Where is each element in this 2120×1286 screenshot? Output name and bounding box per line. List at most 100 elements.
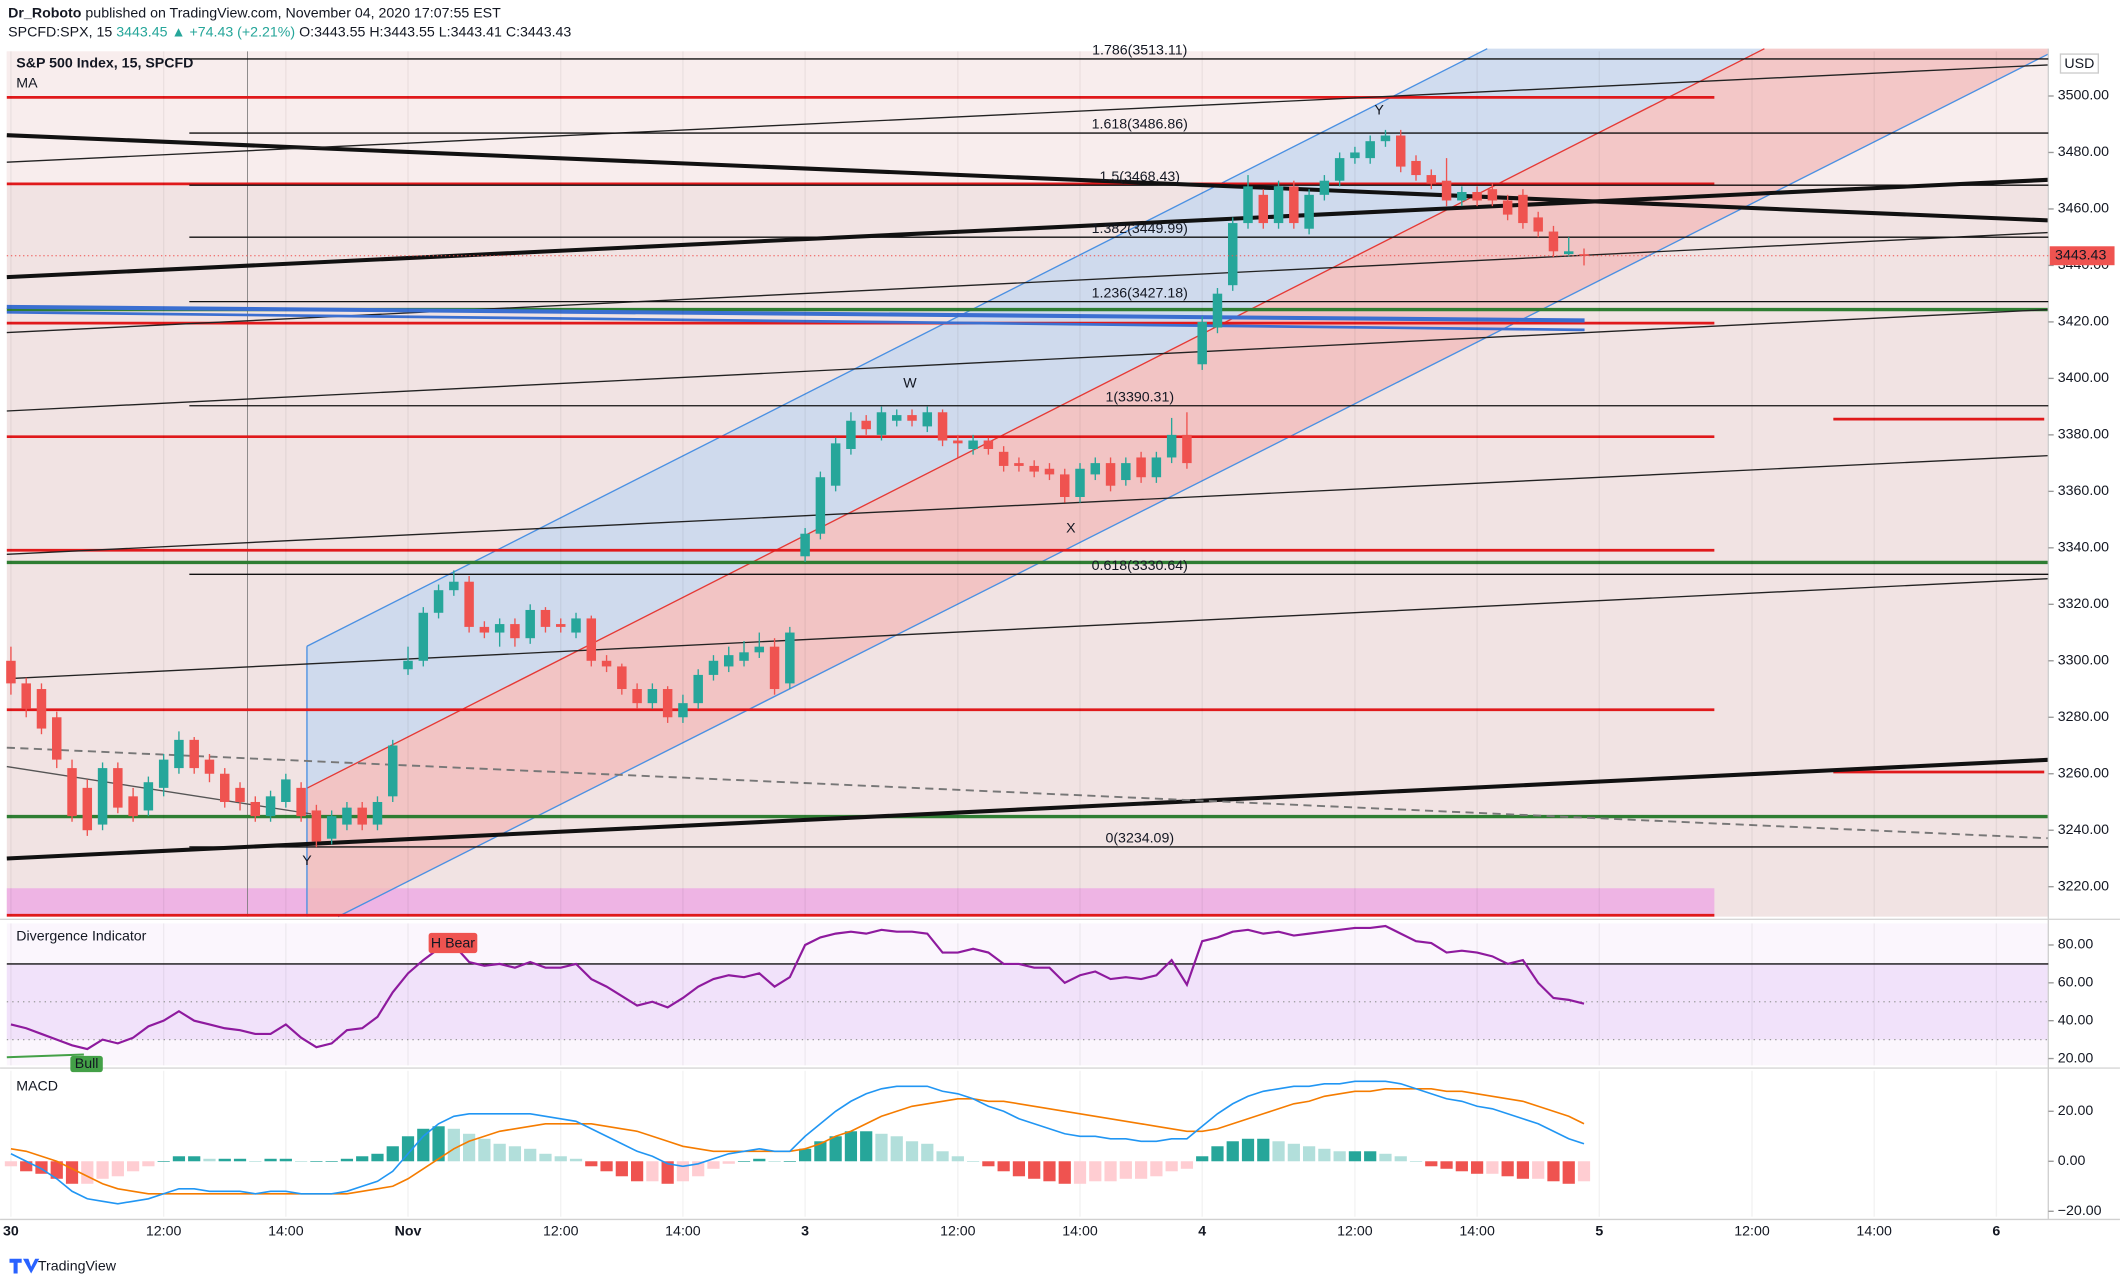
y-tick-label: 80.00 — [2058, 937, 2094, 953]
candle-body — [1365, 141, 1375, 159]
histogram-bar — [1562, 1161, 1575, 1184]
candle-body — [52, 717, 62, 760]
candle-body — [281, 779, 291, 802]
histogram-bar — [1211, 1146, 1224, 1162]
histogram-bar — [1394, 1156, 1407, 1162]
footer-bg — [0, 1250, 2120, 1286]
chart-title: S&P 500 Index, 15, SPCFD — [16, 55, 193, 71]
author: Dr_Roboto — [8, 5, 82, 21]
candle-body — [830, 443, 841, 486]
marks: 30 12:00 14:00 Nov 12:00 14:00 3 12:00 14:00 4 12:… — [3, 43, 2115, 1239]
y-tick-label: 3360.00 — [2058, 483, 2109, 499]
fib-label: 1.236(3427.18) — [1092, 285, 1188, 301]
candle-body — [922, 412, 933, 427]
y-tick-label: 3480.00 — [2058, 144, 2109, 160]
histogram-bar — [111, 1161, 124, 1177]
histogram-bar — [157, 1161, 170, 1162]
histogram-bar — [142, 1161, 155, 1167]
signal-badge — [428, 932, 478, 954]
candle-body — [708, 660, 719, 675]
trendline — [6, 757, 2049, 861]
wave-label: Y — [302, 853, 312, 869]
x-tick-label: Nov — [395, 1223, 422, 1239]
candle-body — [1502, 200, 1513, 215]
histogram-bar — [1241, 1138, 1255, 1162]
trendline — [6, 308, 2049, 412]
histogram-bar — [661, 1161, 674, 1184]
footer-brand: TradingView — [38, 1259, 117, 1275]
candle-body — [1426, 175, 1437, 184]
candle-body — [143, 782, 154, 811]
histogram-bar — [340, 1158, 354, 1162]
fib-label: 0(3234.09) — [1105, 831, 1174, 847]
histogram-bar — [814, 1141, 827, 1162]
chart-subtitle: MA — [16, 76, 38, 92]
change: ▲ +74.43 (+2.21%) — [171, 24, 295, 40]
channel-line — [306, 48, 1488, 647]
candle-body — [1441, 180, 1452, 201]
candle-body — [800, 533, 810, 557]
y-tick-label: 3460.00 — [2058, 201, 2109, 217]
y-tick-label: 60.00 — [2058, 975, 2094, 991]
candle-body — [1136, 457, 1146, 478]
histogram-bar — [401, 1136, 415, 1162]
histogram-bar — [646, 1161, 659, 1182]
signal-label: H Bear — [431, 935, 475, 951]
histogram-bar — [96, 1161, 109, 1179]
histogram-bar — [127, 1161, 140, 1172]
histogram-bar — [783, 1161, 796, 1162]
candle-body — [815, 477, 826, 534]
candle-body — [846, 420, 856, 449]
histogram-bar — [188, 1156, 201, 1162]
y-tick-label: 3420.00 — [2058, 314, 2109, 330]
candle-body — [158, 759, 169, 788]
ohlc-open: O:3443.55 — [299, 24, 365, 40]
histogram-bar — [1440, 1161, 1453, 1169]
candle-body — [36, 689, 47, 729]
histogram-bar — [554, 1156, 567, 1162]
candle-body — [525, 609, 535, 639]
histogram-bar — [81, 1161, 94, 1184]
histogram-bar — [1119, 1161, 1132, 1179]
candle-body — [556, 624, 566, 627]
x-tick-label: 12:00 — [146, 1223, 182, 1239]
candle-body — [296, 787, 306, 817]
histogram-bar — [432, 1126, 445, 1162]
x-tick-label: 5 — [1595, 1223, 1603, 1239]
x-tick-label: 14:00 — [665, 1223, 701, 1239]
wave-label: X — [1066, 520, 1076, 536]
fib-label: 0.618(3330.64) — [1092, 558, 1188, 574]
candle-body — [693, 674, 703, 704]
trendline — [6, 177, 2049, 280]
histogram-bar — [295, 1161, 308, 1162]
signal-badge — [70, 1055, 103, 1073]
candle-body — [1304, 194, 1314, 229]
histogram-bar — [1318, 1148, 1331, 1162]
y-tick-label: 20.00 — [2058, 1050, 2094, 1066]
y-tick-label: 3380.00 — [2058, 427, 2109, 443]
x-tick-label: 12:00 — [1337, 1223, 1373, 1239]
histogram-bar — [1089, 1161, 1102, 1182]
histogram-bar — [1333, 1151, 1346, 1162]
wave-label: W — [903, 376, 917, 392]
histogram-bar — [737, 1161, 751, 1162]
fib-label: 1.618(3486.86) — [1092, 117, 1188, 133]
published: published on TradingView.com, November 0… — [85, 5, 501, 21]
y-tick-label: 3220.00 — [2058, 878, 2109, 894]
histogram-bar — [4, 1161, 18, 1167]
y-tick-label: 3340.00 — [2058, 540, 2109, 556]
histogram-bar — [585, 1161, 598, 1167]
histogram-bar — [982, 1161, 995, 1167]
trendline — [6, 133, 2049, 223]
histogram-bar — [1516, 1161, 1530, 1179]
trendline — [6, 765, 312, 815]
trendlines — [6, 64, 2049, 861]
histogram-bar — [798, 1148, 812, 1162]
histogram-bar — [1470, 1161, 1484, 1174]
candle-body — [494, 624, 505, 633]
candle-body — [1518, 194, 1528, 224]
histogram-bar — [1425, 1161, 1438, 1167]
candle-body — [769, 646, 780, 690]
histogram-bar — [1379, 1153, 1392, 1162]
candle-body — [235, 787, 245, 802]
